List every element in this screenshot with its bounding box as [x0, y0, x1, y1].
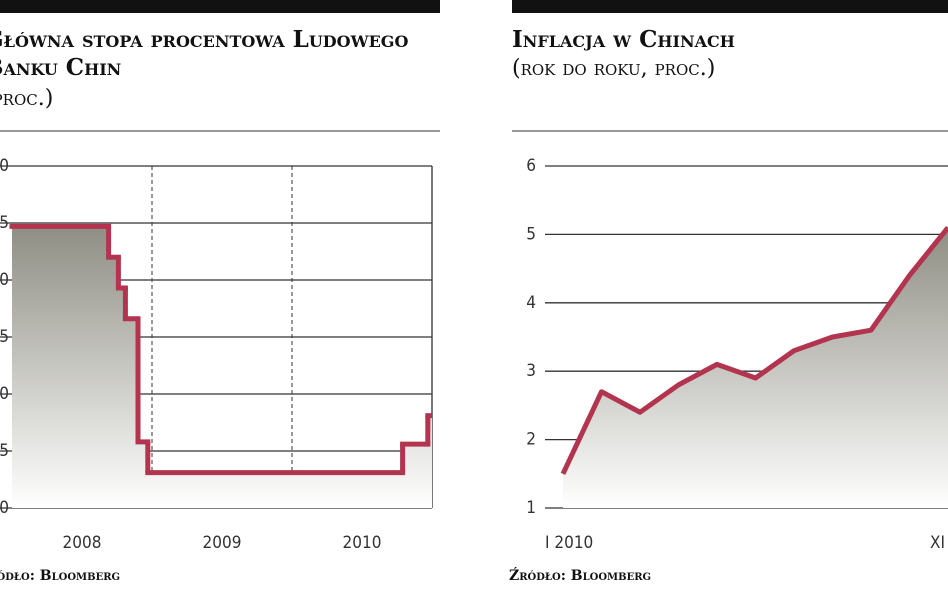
- chart-title: Główna stopa procentowa Ludowego Banku C…: [0, 26, 409, 81]
- y-tick-label: 6: [526, 156, 536, 176]
- y-tick-label: 5,0: [0, 498, 9, 518]
- y-tick-label: 6,0: [0, 384, 9, 404]
- chart-title: Inflacja w Chinach: [512, 26, 735, 53]
- y-tick-label: 7,0: [0, 270, 9, 290]
- x-tick-label: 2008: [63, 533, 102, 553]
- x-tick-label: 2009: [203, 533, 242, 553]
- chart-subtitle: (proc.): [0, 86, 54, 111]
- y-tick-label: 7,5: [0, 213, 9, 233]
- header-bar: [512, 0, 948, 13]
- source: Źródło: Bloomberg: [0, 568, 121, 584]
- source: Źródło: Bloomberg: [509, 568, 652, 584]
- y-tick-label: 4: [526, 293, 536, 313]
- area-fill: [12, 226, 432, 509]
- y-tick-label: 2: [526, 430, 536, 450]
- x-tick-label: XI 2010: [930, 533, 948, 553]
- y-tick-label: 1: [526, 498, 536, 518]
- x-tick-label: 2010: [343, 533, 382, 553]
- y-tick-label: 8,0: [0, 156, 9, 176]
- y-tick-label: 5,5: [0, 441, 9, 461]
- area-fill: [563, 227, 948, 508]
- x-tick-label: I 2010: [545, 533, 593, 553]
- chart-subtitle: (rok do roku, proc.): [512, 56, 716, 81]
- y-tick-label: 5: [526, 224, 536, 244]
- header-bar: [0, 0, 440, 13]
- line: [560, 225, 948, 475]
- y-tick-label: 6,5: [0, 327, 9, 347]
- y-tick-label: 3: [526, 361, 536, 381]
